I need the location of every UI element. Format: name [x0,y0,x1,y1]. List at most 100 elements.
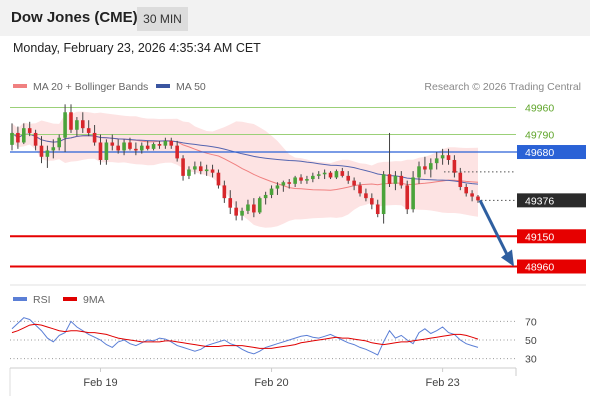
candle-body [45,150,50,157]
level-label-box [517,259,586,274]
level-label-box [517,229,586,244]
candle-body [328,172,333,178]
instrument-title: Dow Jones (CME) [11,9,138,26]
candle-body [263,194,268,199]
candle-body [122,142,126,151]
osc-tick-label: 50 [525,335,537,347]
candle-body [151,144,156,149]
osc-legend-swatch [63,297,77,301]
osc-tick-label: 70 [525,316,537,328]
legend-swatch [13,84,27,88]
candle-body [75,120,79,130]
candle-body [423,166,427,170]
candle-body [21,128,26,143]
candle-body [470,193,474,197]
candle-body [187,169,191,176]
candle-body [51,147,56,151]
candle-body [305,179,309,181]
candle-body [257,198,262,213]
candle-body [446,155,451,160]
candle-body [340,171,345,176]
candle-body [16,132,20,143]
level-label: 49150 [525,231,554,243]
level-label-box [517,145,586,160]
candle-body [134,148,138,151]
candle-body [163,140,168,146]
candle-body [92,132,97,143]
candle-body [417,166,421,178]
candle-body [375,204,380,215]
candle-body [210,169,215,173]
candle-body [364,193,368,199]
candle-body [198,166,203,172]
candle-body [240,210,244,216]
candle-body [464,187,469,194]
candle-body [39,145,44,157]
level-label: 49680 [525,147,554,159]
candle-body [63,112,67,138]
candle-body [222,185,227,199]
candle-body [86,128,91,133]
candle-body [370,198,374,205]
candle-body [216,172,221,186]
legend-label: MA 50 [176,81,206,93]
level-label: 48960 [525,262,554,274]
osc-legend-swatch [13,297,27,301]
candle-body [80,120,85,129]
candle-body [145,145,150,149]
candle-body [311,175,315,180]
candle-body [252,204,256,213]
candle-body [275,185,280,189]
last-price-label-box [517,193,586,208]
candle-body [411,177,415,210]
osc-legend-label: 9MA [83,294,105,306]
xaxis-tick-label: Feb 20 [254,377,288,389]
candle-body [322,172,327,175]
candle-body [181,158,185,176]
candle-body [434,158,439,164]
last-price-label: 49376 [525,195,554,207]
candle-body [139,145,144,151]
candle-body [405,185,410,210]
candle-body [358,185,362,194]
candle-body [316,174,321,176]
attribution-text: Research © 2026 Trading Central [424,81,581,93]
candle-body [175,145,179,159]
rsi-9ma-line [11,323,479,349]
forecast-arrow-head [501,249,514,267]
legend-swatch [156,84,170,88]
candle-body [169,140,174,146]
candle-body [387,174,392,184]
candle-body [269,188,274,195]
candle-body [281,182,286,186]
candle-body [293,177,297,184]
level-label: 49960 [525,103,554,115]
candle-body [204,169,209,172]
candle-body [393,175,398,184]
candle-body [381,174,386,215]
candle-body [33,132,38,146]
candle-body [346,175,351,181]
candle-body [116,145,120,151]
candle-body [110,142,115,146]
rsi-line [11,317,479,356]
datetime-label: Monday, February 23, 2026 4:35:34 AM CET [13,41,261,55]
candle-body [27,128,32,133]
candle-body [452,159,457,173]
candle-body [352,180,356,186]
candle-body [334,171,339,178]
candle-body [476,196,480,201]
xaxis-tick-label: Feb 23 [425,377,459,389]
timeframe-badge[interactable]: 30 MIN [137,7,188,31]
forecast-arrow-shaft [478,199,510,258]
candle-body [57,137,61,148]
candle-body [399,175,404,186]
candle-body [98,142,103,160]
candle-body [440,155,445,159]
candle-body [157,144,162,146]
candle-body [287,182,292,184]
candle-body [246,204,250,211]
candle-body [69,112,73,130]
candle-body [10,132,14,145]
